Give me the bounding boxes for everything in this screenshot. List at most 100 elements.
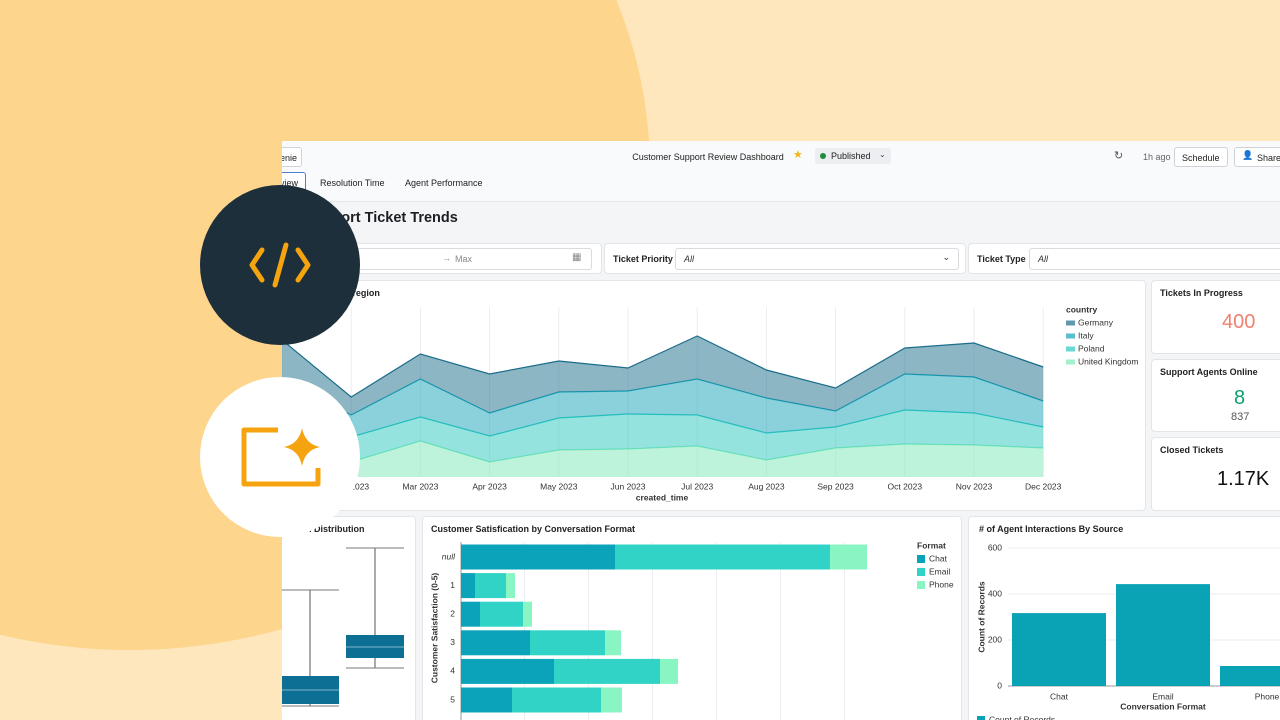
x-axis-label: created_time [636,492,689,502]
calendar-icon: ▦ [572,252,582,263]
bar-segment [615,544,830,570]
legend-label: Phone [929,579,954,589]
legend-label: Italy [1078,330,1094,340]
status-pill[interactable]: Published ⌄ [815,148,891,164]
y-tick-label: 3 [450,637,455,647]
filter-value: All [1038,254,1049,264]
chart-title: # of Agent Interactions By Source [979,524,1124,534]
tab[interactable]: Agent Performance [405,178,483,188]
x-tick-label: Phone [1255,691,1280,701]
legend-swatch [1066,359,1075,365]
legend-label: Email [929,566,950,576]
legend-label: United Kingdom [1078,356,1138,366]
legend-title: Format [917,540,946,550]
y-axis-label: Count of Records [976,581,986,653]
kpi-title: Support Agents Online [1160,367,1258,377]
type-select[interactable]: All [1029,248,1280,270]
bar-segment [523,601,532,627]
share-button[interactable]: Share [1234,147,1280,167]
kpi-value: 8 [1234,387,1246,409]
genie-button[interactable]: Genie [282,147,303,167]
legend-swatch [917,581,925,589]
x-tick-label: Jun 2023 [611,481,646,491]
kpi-subvalue: 837 [1231,411,1250,423]
legend-swatch [917,568,925,576]
ai-badge [200,377,360,537]
status-text: Published [831,151,871,161]
x-tick-label: Sep 2023 [817,481,854,491]
kpi-value: 1.17K [1217,468,1270,490]
type-filter: Ticket Type All [968,243,1280,274]
share-icon: 👤 [1242,150,1254,160]
priority-select[interactable]: All ⌄ [675,248,959,270]
area [282,336,1044,415]
kpi-value: 400 [1222,311,1256,333]
filter-label: Ticket Priority [613,254,673,264]
x-tick-label: Oct 2023 [888,481,923,491]
bar-segment [554,658,660,684]
dashboard: Genie Customer Support Review Dashboard … [282,141,1280,720]
bar [1220,665,1280,686]
chevron: ⌄ [879,150,886,159]
bar-segment [461,687,512,713]
legend-label: Germany [1078,317,1114,327]
date-range[interactable]: → Max ▦ [287,248,592,270]
y-tick-label: 1 [450,580,455,590]
legend-swatch [1066,333,1075,339]
kpi-card: Closed Tickets 1.17K [1151,437,1280,511]
bar-segment [461,601,480,627]
status-dot [820,153,826,159]
legend-title: country [1066,304,1097,314]
chart-title: Resolution Distribution [282,524,365,534]
x-tick-label: Nov 2023 [956,481,993,491]
kpi-title: Tickets In Progress [1160,288,1243,298]
y-tick-label: 400 [988,588,1002,598]
legend-label: Chat [929,553,948,563]
bar-segment [605,630,621,656]
legend-label: Poland [1078,343,1105,353]
bar-segment [506,573,515,599]
x-tick-label: May 2023 [540,481,578,491]
box-panel: Resolution Distribution [282,516,416,720]
bar-segment [480,601,523,627]
refresh-icon[interactable]: ↻ [1114,150,1124,162]
bar-segment [512,687,601,713]
top-bar [282,141,1280,202]
bar-segment [461,658,554,684]
y-axis-label: Customer Satisfaction (0-5) [429,573,439,684]
kpi-card: Tickets In Progress 400 [1151,280,1280,354]
x-axis-label: Conversation Format [1120,701,1206,711]
legend-swatch [1066,346,1075,352]
kpi-card: Support Agents Online 8 837 [1151,359,1280,432]
area-line [282,335,1044,398]
ai-frame [241,427,321,487]
filter-label: Ticket Type [977,254,1026,264]
sparkle-icon [284,428,320,466]
favorite-star[interactable]: ★ [793,149,803,161]
x-tick-label: Email [1152,691,1173,701]
bar-segment [461,573,475,599]
area [282,441,1044,477]
legend-swatch [977,716,985,720]
bar-segment [530,630,605,656]
legend-label: Count of Records [989,714,1055,720]
bar-segment [830,544,867,570]
y-tick-label: 0 [997,680,1002,690]
y-tick-label: 2 [450,608,455,618]
bar-segment [660,658,678,684]
y-tick-label: 5 [450,694,455,704]
x-tick-label: Dec 2023 [1025,481,1062,491]
schedule-button[interactable]: Schedule [1174,147,1228,167]
y-tick-label: null [442,551,456,561]
y-tick-label: 200 [988,634,1002,644]
y-tick-label: 600 [988,542,1002,552]
tab[interactable]: Resolution Time [320,178,385,188]
x-tick-label: Apr 2023 [472,481,507,491]
dashboard-title: Customer Support Review Dashboard [632,152,784,162]
chart-title: Customer Satisfication by Conversation F… [431,524,636,534]
area [282,374,1044,437]
